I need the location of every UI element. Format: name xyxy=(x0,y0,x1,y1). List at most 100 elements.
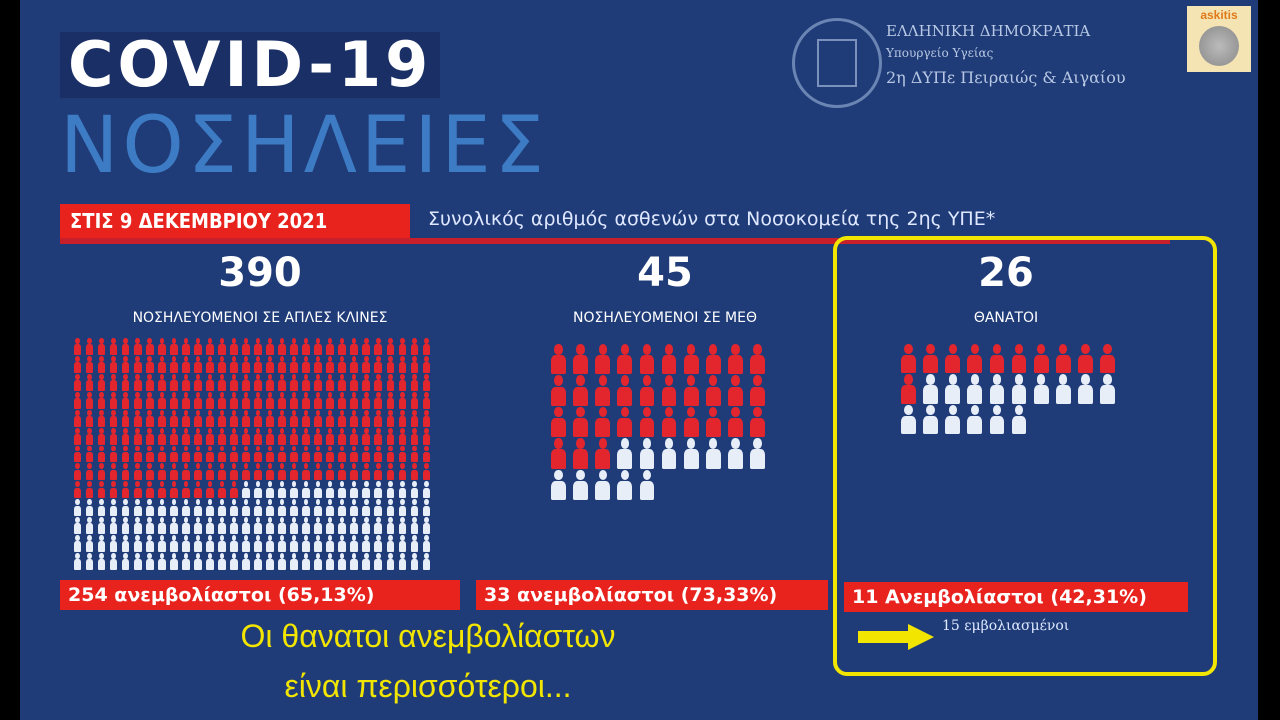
person-unvaccinated-icon xyxy=(108,373,119,391)
person-unvaccinated-icon xyxy=(132,338,143,355)
person-unvaccinated-icon xyxy=(409,445,420,463)
person-unvaccinated-icon xyxy=(120,409,131,427)
person-unvaccinated-icon xyxy=(659,375,680,407)
person-unvaccinated-icon xyxy=(681,406,702,438)
person-unvaccinated-icon xyxy=(385,409,396,427)
person-vaccinated-icon xyxy=(421,553,432,570)
person-unvaccinated-icon xyxy=(96,445,107,463)
person-unvaccinated-icon xyxy=(120,481,131,499)
person-vaccinated-icon xyxy=(168,517,179,535)
person-unvaccinated-icon xyxy=(548,438,569,469)
person-unvaccinated-icon xyxy=(349,373,360,391)
person-unvaccinated-icon xyxy=(228,445,239,463)
person-vaccinated-icon xyxy=(84,517,95,535)
person-unvaccinated-icon xyxy=(349,409,360,427)
person-vaccinated-icon xyxy=(361,553,372,570)
person-vaccinated-icon xyxy=(313,517,324,535)
title: COVID-19 xyxy=(60,32,441,98)
person-unvaccinated-icon xyxy=(986,344,1007,374)
person-unvaccinated-icon xyxy=(108,427,119,445)
person-unvaccinated-icon xyxy=(240,373,251,391)
person-vaccinated-icon xyxy=(168,499,179,517)
person-unvaccinated-icon xyxy=(144,463,155,481)
person-unvaccinated-icon xyxy=(964,344,985,374)
person-unvaccinated-icon xyxy=(409,355,420,373)
person-unvaccinated-icon xyxy=(156,355,167,373)
person-vaccinated-icon xyxy=(1009,374,1030,404)
total-beds: 390 xyxy=(218,250,302,296)
person-unvaccinated-icon xyxy=(108,338,119,355)
person-unvaccinated-icon xyxy=(108,409,119,427)
person-unvaccinated-icon xyxy=(253,355,264,373)
person-vaccinated-icon xyxy=(277,535,288,552)
bird-icon xyxy=(1199,26,1239,66)
person-unvaccinated-icon xyxy=(144,391,155,409)
person-unvaccinated-icon xyxy=(409,409,420,427)
total-deaths: 26 xyxy=(978,250,1034,296)
person-unvaccinated-icon xyxy=(614,375,635,407)
person-unvaccinated-icon xyxy=(703,406,724,438)
person-unvaccinated-icon xyxy=(277,463,288,481)
person-unvaccinated-icon xyxy=(108,463,119,481)
person-vaccinated-icon xyxy=(240,499,251,517)
person-unvaccinated-icon xyxy=(659,344,680,375)
person-vaccinated-icon xyxy=(84,535,95,552)
person-vaccinated-icon xyxy=(108,517,119,535)
person-unvaccinated-icon xyxy=(192,338,203,355)
person-vaccinated-icon xyxy=(228,499,239,517)
person-vaccinated-icon xyxy=(120,553,131,570)
person-vaccinated-icon xyxy=(84,499,95,517)
person-unvaccinated-icon xyxy=(180,463,191,481)
person-unvaccinated-icon xyxy=(180,391,191,409)
person-vaccinated-icon xyxy=(253,481,264,499)
person-unvaccinated-icon xyxy=(96,481,107,499)
person-unvaccinated-icon xyxy=(397,373,408,391)
person-unvaccinated-icon xyxy=(228,338,239,355)
person-vaccinated-icon xyxy=(156,517,167,535)
person-vaccinated-icon xyxy=(144,535,155,552)
person-vaccinated-icon xyxy=(409,481,420,499)
person-unvaccinated-icon xyxy=(301,427,312,445)
person-unvaccinated-icon xyxy=(289,373,300,391)
person-vaccinated-icon xyxy=(373,499,384,517)
person-unvaccinated-icon xyxy=(325,463,336,481)
person-vaccinated-icon xyxy=(313,553,324,570)
person-vaccinated-icon xyxy=(144,499,155,517)
person-unvaccinated-icon xyxy=(592,438,613,469)
person-unvaccinated-icon xyxy=(216,445,227,463)
person-unvaccinated-icon xyxy=(681,375,702,407)
person-unvaccinated-icon xyxy=(96,391,107,409)
person-unvaccinated-icon xyxy=(144,445,155,463)
person-unvaccinated-icon xyxy=(108,355,119,373)
person-vaccinated-icon xyxy=(289,535,300,552)
person-vaccinated-icon xyxy=(240,553,251,570)
person-unvaccinated-icon xyxy=(168,338,179,355)
vaccinated-deaths-note: 15 εμβολιασμένοι xyxy=(942,618,1070,634)
person-vaccinated-icon xyxy=(397,517,408,535)
person-unvaccinated-icon xyxy=(421,338,432,355)
person-unvaccinated-icon xyxy=(120,391,131,409)
person-unvaccinated-icon xyxy=(313,355,324,373)
person-unvaccinated-icon xyxy=(325,355,336,373)
person-unvaccinated-icon xyxy=(313,391,324,409)
person-vaccinated-icon xyxy=(204,535,215,552)
person-vaccinated-icon xyxy=(325,553,336,570)
person-unvaccinated-icon xyxy=(337,463,348,481)
date-label: ΣΤΙΣ 9 ΔΕΚΕΜΒΡΙΟΥ 2021 xyxy=(60,204,410,238)
person-unvaccinated-icon xyxy=(277,427,288,445)
person-unvaccinated-icon xyxy=(180,409,191,427)
person-unvaccinated-icon xyxy=(132,445,143,463)
person-unvaccinated-icon xyxy=(204,409,215,427)
person-vaccinated-icon xyxy=(204,499,215,517)
person-unvaccinated-icon xyxy=(265,355,276,373)
person-vaccinated-icon xyxy=(964,404,985,435)
person-unvaccinated-icon xyxy=(72,481,83,499)
person-unvaccinated-icon xyxy=(132,391,143,409)
caption-line2: είναι περισσότεροι... xyxy=(284,668,572,704)
person-vaccinated-icon xyxy=(373,535,384,552)
person-vaccinated-icon xyxy=(204,553,215,570)
person-vaccinated-icon xyxy=(964,374,985,404)
person-unvaccinated-icon xyxy=(192,481,203,499)
person-vaccinated-icon xyxy=(192,517,203,535)
person-unvaccinated-icon xyxy=(253,463,264,481)
